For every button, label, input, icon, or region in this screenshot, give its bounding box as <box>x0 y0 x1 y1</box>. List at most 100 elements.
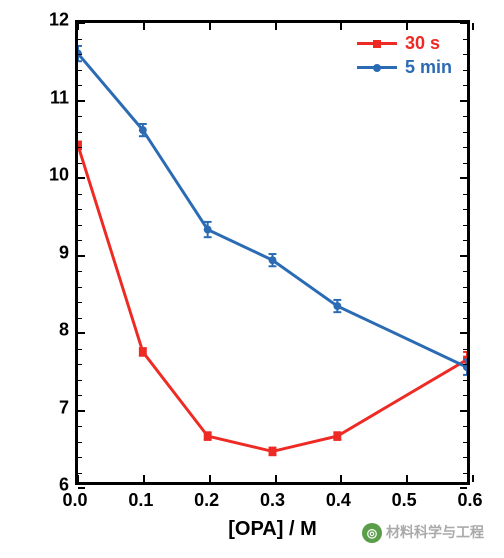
tick-x <box>275 23 277 30</box>
tick-y-minor <box>78 163 82 164</box>
series-line-0 <box>78 145 467 451</box>
tick-y-minor <box>463 240 467 241</box>
tick-y-minor <box>463 457 467 458</box>
y-tick-label: 12 <box>49 10 69 31</box>
tick-y-minor <box>78 457 82 458</box>
marker <box>139 126 147 134</box>
tick-y-minor <box>78 473 82 474</box>
tick-y-minor <box>78 147 82 148</box>
tick-y-minor <box>78 349 82 350</box>
tick-y <box>460 332 467 334</box>
tick-y-minor <box>463 380 467 381</box>
tick-y-minor <box>463 116 467 117</box>
tick-x <box>77 475 79 482</box>
tick-y <box>78 100 85 102</box>
tick-y-minor <box>78 70 82 71</box>
legend-line-icon <box>357 42 397 45</box>
tick-y-minor <box>78 318 82 319</box>
tick-y <box>78 177 85 179</box>
tick-x <box>340 23 342 30</box>
tick-y-minor <box>463 54 467 55</box>
legend-label: 30 s <box>405 33 440 54</box>
tick-y <box>78 487 85 489</box>
tick-y-minor <box>463 473 467 474</box>
y-tick-label: 7 <box>59 397 69 418</box>
tick-y <box>78 22 85 24</box>
tick-y <box>460 22 467 24</box>
tick-x <box>77 23 79 30</box>
tick-y <box>460 255 467 257</box>
tick-y <box>78 255 85 257</box>
legend-label: 5 min <box>405 57 452 78</box>
series-line-1 <box>78 54 467 368</box>
legend-marker-icon <box>373 64 381 72</box>
tick-y <box>460 177 467 179</box>
tick-y-minor <box>463 209 467 210</box>
tick-x <box>209 475 211 482</box>
tick-y-minor <box>78 225 82 226</box>
tick-y-minor <box>463 39 467 40</box>
legend-line-icon <box>357 66 397 69</box>
tick-y-minor <box>78 380 82 381</box>
legend-row: 5 min <box>357 57 452 78</box>
watermark: ◎材料科学与工程 <box>362 522 484 543</box>
y-tick-label: 9 <box>59 242 69 263</box>
tick-y-minor <box>78 54 82 55</box>
tick-y-minor <box>463 349 467 350</box>
marker <box>204 226 212 234</box>
legend-row: 30 s <box>357 33 452 54</box>
tick-y-minor <box>78 85 82 86</box>
legend: 30 s 5 min <box>357 33 452 81</box>
tick-y-minor <box>463 318 467 319</box>
tick-y <box>460 410 467 412</box>
marker <box>204 432 212 440</box>
tick-y-minor <box>463 302 467 303</box>
tick-y-minor <box>78 364 82 365</box>
watermark-logo-icon: ◎ <box>362 523 382 543</box>
tick-y-minor <box>78 287 82 288</box>
marker <box>269 447 277 455</box>
tick-y <box>78 410 85 412</box>
tick-y-minor <box>463 395 467 396</box>
x-tick-label: 0.1 <box>128 490 153 511</box>
tick-y-minor <box>78 240 82 241</box>
plot-svg <box>78 23 467 482</box>
x-tick-label: 0.3 <box>260 490 285 511</box>
tick-y-minor <box>463 287 467 288</box>
watermark-text: 材料科学与工程 <box>386 524 484 540</box>
tick-y-minor <box>463 364 467 365</box>
tick-y-minor <box>78 442 82 443</box>
tick-y-minor <box>463 132 467 133</box>
tick-y-minor <box>463 147 467 148</box>
tick-y-minor <box>463 85 467 86</box>
x-tick-label: 0.5 <box>392 490 417 511</box>
tick-y-minor <box>78 302 82 303</box>
tick-y-minor <box>78 39 82 40</box>
tick-y-minor <box>78 426 82 427</box>
tick-x <box>472 23 474 30</box>
tick-x <box>406 23 408 30</box>
tick-x <box>209 23 211 30</box>
marker <box>333 432 341 440</box>
x-tick-label: 0.2 <box>194 490 219 511</box>
tick-y <box>460 487 467 489</box>
tick-y-minor <box>78 132 82 133</box>
y-tick-label: 10 <box>49 165 69 186</box>
tick-y-minor <box>78 194 82 195</box>
tick-x <box>472 475 474 482</box>
tick-x <box>275 475 277 482</box>
tick-x <box>340 475 342 482</box>
x-tick-label: 0.6 <box>457 490 482 511</box>
x-tick-label: 0.0 <box>62 490 87 511</box>
marker <box>333 302 341 310</box>
tick-y <box>78 332 85 334</box>
tick-y-minor <box>463 70 467 71</box>
tick-y-minor <box>78 209 82 210</box>
tick-x <box>406 475 408 482</box>
tick-y-minor <box>78 271 82 272</box>
tick-y-minor <box>463 426 467 427</box>
y-tick-label: 11 <box>50 87 69 108</box>
legend-marker-icon <box>373 40 381 48</box>
tick-y-minor <box>463 225 467 226</box>
tick-y-minor <box>463 194 467 195</box>
